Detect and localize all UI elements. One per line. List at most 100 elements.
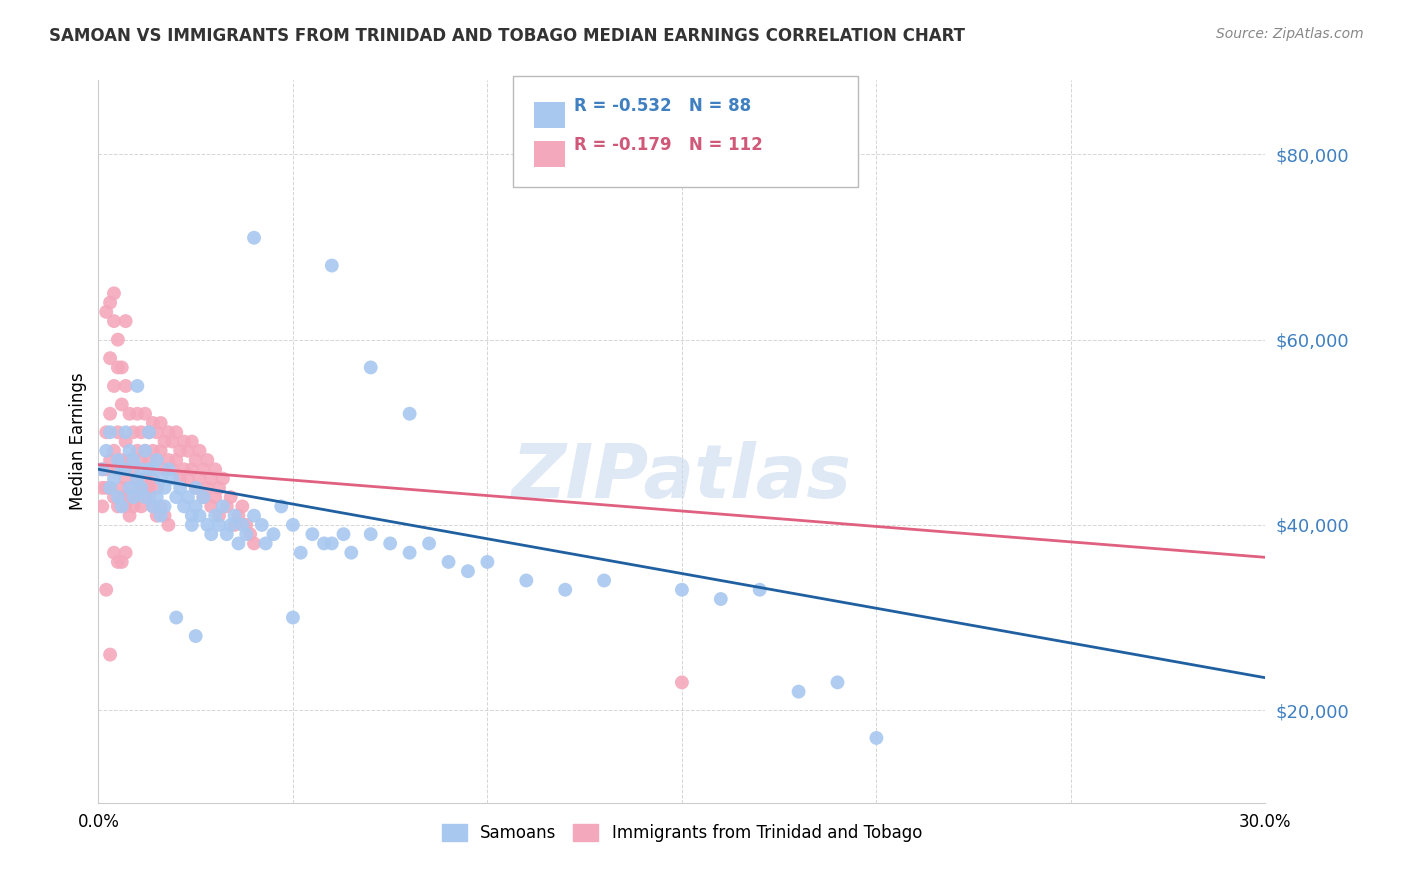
Point [149,500,172,514]
Point [157,453,180,467]
Point [96,481,118,495]
Point [188,472,211,486]
Point [224,508,246,523]
Point [195,453,218,467]
Point [239,527,262,541]
Text: ZIPatlas: ZIPatlas [512,442,852,514]
Point [146,453,169,467]
Point [134,443,156,458]
Point [193,490,215,504]
Point [360,360,382,375]
Point [262,527,284,541]
Point [204,462,226,476]
Point [149,508,172,523]
Point [173,500,195,514]
Point [114,462,136,476]
Point [153,508,176,523]
Point [149,472,172,486]
Text: R = -0.532   N = 88: R = -0.532 N = 88 [574,97,751,115]
Point [215,500,238,514]
Point [321,536,343,550]
Point [129,481,152,495]
Point [107,500,129,514]
Point [107,425,129,440]
Point [149,416,172,430]
Point [231,500,253,514]
Point [157,517,180,532]
Point [129,453,152,467]
Point [146,481,169,495]
Point [107,462,129,476]
Point [114,434,136,449]
Point [146,453,169,467]
Point [118,443,141,458]
Point [129,500,152,514]
Point [235,517,257,532]
Point [169,443,191,458]
Point [114,472,136,486]
Point [787,684,810,698]
Point [122,481,145,495]
Point [98,481,121,495]
Point [173,462,195,476]
Point [208,481,231,495]
Point [162,472,184,486]
Point [243,231,266,245]
Text: Source: ZipAtlas.com: Source: ZipAtlas.com [1216,27,1364,41]
Point [671,675,693,690]
Point [107,333,129,347]
Point [228,536,250,550]
Point [91,462,114,476]
Point [146,508,169,523]
Point [138,462,160,476]
Point [219,490,242,504]
Point [477,555,499,569]
Point [138,453,160,467]
Point [231,517,253,532]
Point [98,453,121,467]
Point [107,360,129,375]
Point [103,472,125,486]
Point [122,500,145,514]
Point [98,425,121,440]
Point [180,434,202,449]
Point [98,481,121,495]
Point [177,443,200,458]
Point [165,453,187,467]
Point [188,443,211,458]
Point [138,490,160,504]
Point [153,500,176,514]
Point [243,536,266,550]
Point [122,462,145,476]
Point [340,546,363,560]
Point [169,481,191,495]
Point [165,425,187,440]
Point [96,305,118,319]
Point [193,462,215,476]
Point [162,434,184,449]
Point [107,555,129,569]
Point [138,425,160,440]
Point [91,462,114,476]
Point [418,536,440,550]
Point [180,517,202,532]
Point [103,286,125,301]
Point [134,472,156,486]
Point [103,379,125,393]
Point [301,527,323,541]
Point [118,481,141,495]
Point [111,490,134,504]
Point [180,462,202,476]
Point [111,555,134,569]
Point [162,462,184,476]
Point [360,527,382,541]
Point [153,481,176,495]
Point [212,472,235,486]
Point [127,443,149,458]
Point [208,508,231,523]
Point [118,453,141,467]
Point [554,582,576,597]
Point [200,472,222,486]
Point [134,481,156,495]
Point [127,407,149,421]
